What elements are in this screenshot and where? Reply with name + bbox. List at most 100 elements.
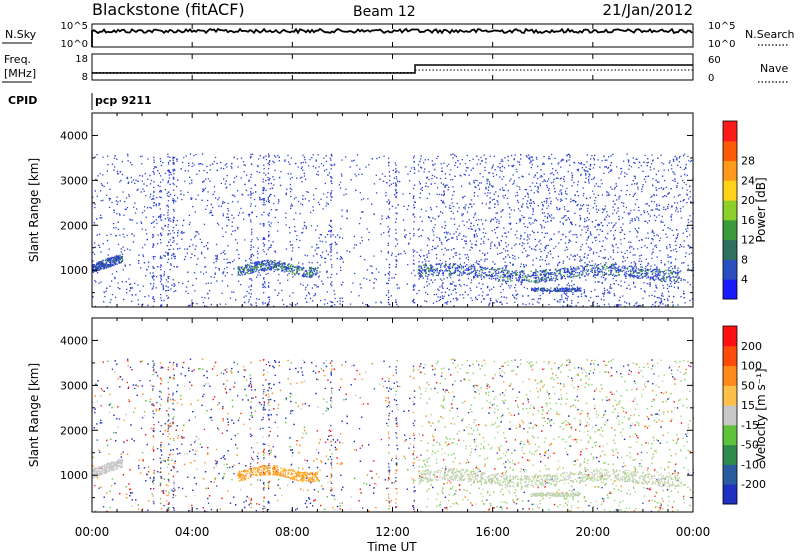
scatter-dot [330,176,332,178]
scatter-dot [291,271,294,273]
scatter-dot [470,169,472,171]
scatter-dot [268,200,270,202]
scatter-dot [521,206,523,208]
scatter-dot [459,257,461,260]
scatter-dot [213,186,216,188]
scatter-dot [584,253,586,255]
scatter-dot [441,167,443,169]
scatter-dot [687,281,689,283]
scatter-dot [452,256,454,258]
scatter-dot [109,198,112,200]
scatter-dot [530,160,532,162]
scatter-dot [388,162,390,164]
scatter-dot [585,279,587,281]
scatter-dot [545,245,547,248]
scatter-dot [124,264,126,266]
scatter-dot [570,254,572,256]
scatter-dot [267,285,270,287]
scatter-dot [549,250,551,252]
scatter-dot [645,237,647,239]
scatter-dot [485,158,487,160]
scatter-dot [419,270,421,272]
scatter-dot [466,167,468,169]
scatter-dot [402,193,404,195]
scatter-dot [564,249,566,251]
scatter-dot [171,254,173,256]
scatter-dot [653,235,655,237]
scatter-dot [601,230,603,232]
scatter-dot [312,255,315,257]
scatter-dot [572,255,574,258]
scatter-dot [585,177,587,179]
scatter-dot [572,292,574,294]
scatter-dot [298,267,300,269]
scatter-dot [388,171,390,173]
scatter-dot [461,159,463,161]
scatter-dot [670,216,672,218]
scatter-dot [612,200,614,202]
scatter-dot [653,214,656,217]
scatter-dot [467,294,469,296]
scatter-dot [675,206,678,209]
scatter-dot [502,289,504,291]
scatter-dot [640,288,642,290]
scatter-dot [235,239,237,241]
scatter-dot [153,300,155,303]
scatter-dot [240,273,243,275]
scatter-dot [167,233,169,235]
scatter-dot [655,189,657,191]
scatter-dot [488,207,490,209]
scatter-dot [120,179,122,182]
scatter-dot [160,232,162,234]
scatter-dot [647,263,650,265]
scatter-dot [453,305,455,307]
scatter-dot [573,259,576,261]
scatter-dot [105,267,108,269]
scatter-dot [628,213,630,216]
scatter-dot [604,166,606,168]
scatter-dot [302,198,304,200]
scatter-dot [129,161,132,164]
scatter-dot [319,271,321,273]
scatter-dot [437,288,439,290]
scatter-dot [159,255,162,257]
scatter-dot [96,195,98,197]
scatter-dot [503,197,505,199]
scatter-dot [617,210,619,212]
scatter-dot [100,214,102,217]
scatter-dot [590,158,592,160]
scatter-dot [482,176,484,178]
scatter-dot [115,200,117,202]
scatter-dot [244,265,247,267]
scatter-dot [152,216,154,218]
scatter-dot [325,168,328,171]
scatter-dot [580,173,582,176]
scatter-dot [263,189,265,191]
scatter-dot [648,220,650,222]
scatter-dot [100,266,102,268]
scatter-dot [430,183,432,185]
scatter-dot [136,222,138,224]
scatter-dot [496,218,498,221]
scatter-dot [152,272,154,274]
scatter-dot [264,267,266,269]
scatter-dot [162,284,164,287]
scatter-dot [525,189,528,191]
scatter-dot [330,194,332,196]
scatter-dot [613,188,616,190]
scatter-dot [292,270,294,272]
scatter-dot [531,182,534,184]
scatter-dot [495,299,497,301]
scatter-dot [522,198,524,200]
search-tick-bottom: 10^0 [708,39,735,50]
scatter-dot [112,265,114,267]
scatter-dot [312,209,314,211]
scatter-dot [542,163,544,165]
scatter-dot [559,221,561,223]
scatter-dot [628,161,630,163]
scatter-dot [160,297,162,299]
scatter-dot [103,185,105,187]
scatter-dot [554,280,556,282]
scatter-dot [265,174,267,176]
scatter-dot [126,176,129,179]
